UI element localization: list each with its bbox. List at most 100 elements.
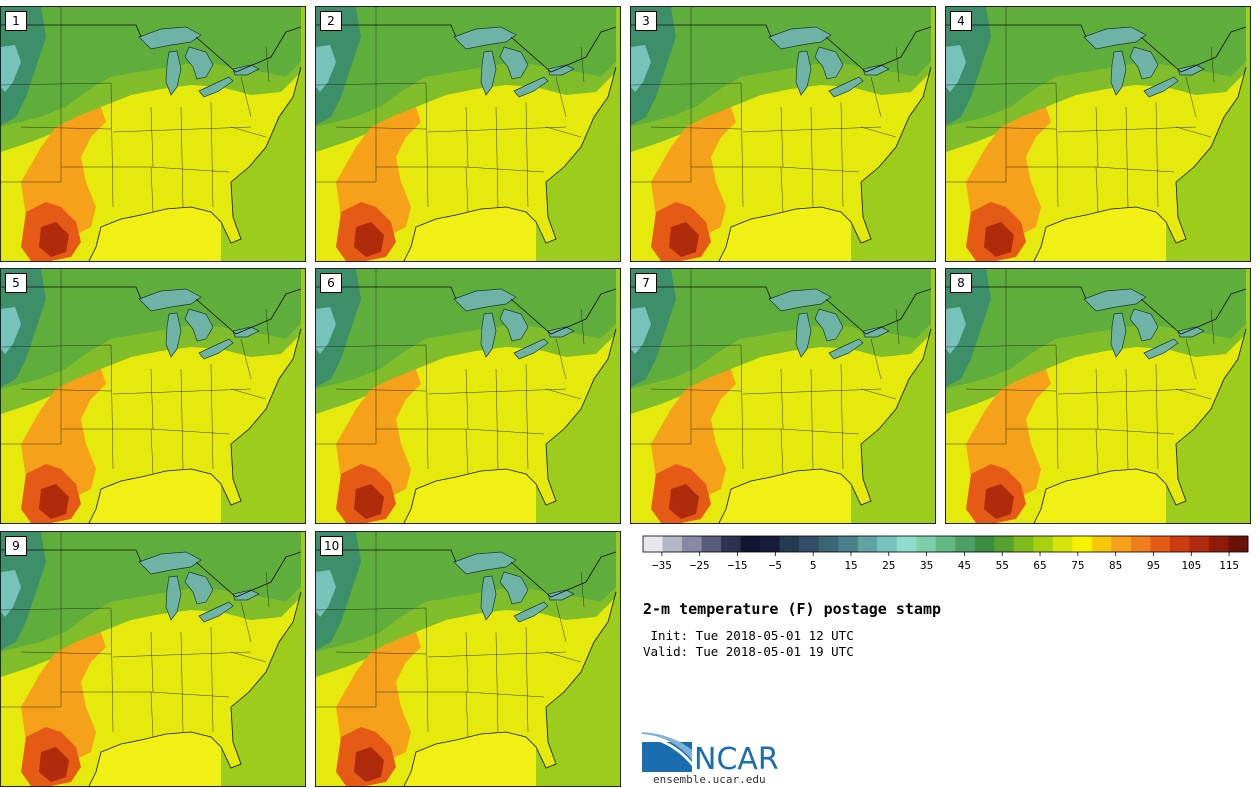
lake-erie bbox=[198, 338, 234, 360]
intl-border bbox=[316, 549, 617, 598]
coastline bbox=[718, 328, 932, 523]
colorbar-swatch bbox=[1033, 536, 1054, 552]
temperature-map bbox=[316, 7, 620, 261]
member-label: 2 bbox=[320, 11, 342, 31]
state-lines bbox=[1, 7, 270, 213]
state-lines bbox=[316, 532, 585, 738]
lake-erie bbox=[198, 76, 234, 98]
colorbar-swatch bbox=[682, 536, 702, 552]
mountain-cold-spot bbox=[1, 45, 21, 92]
colorbar-swatch bbox=[1052, 536, 1073, 552]
north-cool-zone bbox=[1, 269, 301, 389]
lake-michigan bbox=[165, 575, 182, 621]
lake-ontario bbox=[232, 64, 260, 76]
valid-time: Valid: Tue 2018-05-01 19 UTC bbox=[643, 644, 854, 659]
colorbar-swatch bbox=[1111, 536, 1132, 552]
lake-michigan bbox=[1110, 50, 1127, 96]
colorbar-tick-label: 55 bbox=[996, 559, 1009, 572]
colorbar-swatch bbox=[662, 536, 683, 552]
state-lines bbox=[631, 7, 900, 213]
ncar-logo: NCAR bbox=[642, 732, 779, 772]
texas-very-hot bbox=[39, 222, 69, 257]
lake-ontario bbox=[1177, 326, 1205, 338]
colorbar-swatch bbox=[1228, 536, 1249, 552]
temperature-map bbox=[1, 269, 305, 523]
lake-superior bbox=[453, 26, 517, 50]
mountain-cold-spot bbox=[1, 570, 21, 617]
lake-erie bbox=[513, 601, 549, 623]
init-time: Init: Tue 2018-05-01 12 UTC bbox=[643, 628, 854, 643]
intl-border bbox=[1, 24, 302, 73]
lake-huron bbox=[184, 308, 214, 342]
lake-erie bbox=[828, 76, 864, 98]
member-label: 8 bbox=[950, 273, 972, 293]
lake-superior bbox=[768, 26, 832, 50]
member-panel-4: 4 bbox=[945, 6, 1251, 262]
lake-michigan bbox=[795, 312, 812, 358]
state-lines bbox=[946, 269, 1215, 475]
temperature-map bbox=[946, 269, 1250, 523]
texas-very-hot bbox=[984, 222, 1014, 257]
colorbar-tick-label: −15 bbox=[728, 559, 748, 572]
lake-huron bbox=[1129, 46, 1159, 80]
colorbar-swatch bbox=[1169, 536, 1190, 552]
lake-ontario bbox=[232, 326, 260, 338]
colorbar-frame bbox=[642, 535, 1249, 553]
temperature-map bbox=[316, 269, 620, 523]
lake-superior bbox=[453, 551, 517, 575]
north-cool-zone bbox=[631, 269, 931, 389]
lake-erie bbox=[513, 338, 549, 360]
member-panel-6: 6 bbox=[315, 268, 621, 524]
coastline bbox=[403, 66, 617, 261]
state-lines bbox=[316, 269, 585, 475]
colorbar-tick-label: 5 bbox=[810, 559, 817, 572]
colorbar-swatch bbox=[818, 536, 839, 552]
texas-very-hot bbox=[669, 484, 699, 519]
colorbar-swatch bbox=[857, 536, 878, 552]
state-lines bbox=[316, 7, 585, 213]
colorbar-swatch bbox=[721, 536, 741, 552]
mountain-cool-zone bbox=[1, 7, 46, 125]
colorbar-swatch bbox=[1208, 536, 1229, 552]
lake-superior bbox=[1083, 288, 1147, 312]
lake-huron bbox=[499, 46, 529, 80]
colorbar-tick-label: 15 bbox=[844, 559, 857, 572]
mountain-cold-spot bbox=[631, 45, 651, 92]
colorbar-swatch bbox=[838, 536, 859, 552]
colorbar-tick-label: 35 bbox=[920, 559, 933, 572]
mountain-cold-spot bbox=[946, 45, 966, 92]
lake-ontario bbox=[547, 589, 575, 601]
colorbar-swatch bbox=[1130, 536, 1151, 552]
mountain-cool-zone bbox=[1, 269, 46, 387]
member-panel-7: 7 bbox=[630, 268, 936, 524]
colorbar-tick-label: 45 bbox=[958, 559, 971, 572]
colorbar-swatch bbox=[1189, 536, 1210, 552]
north-cool-zone bbox=[316, 269, 616, 389]
lake-huron bbox=[1129, 308, 1159, 342]
texas-very-hot bbox=[984, 484, 1014, 519]
member-label: 7 bbox=[635, 273, 657, 293]
member-label: 6 bbox=[320, 273, 342, 293]
member-label: 4 bbox=[950, 11, 972, 31]
colorbar-swatch bbox=[740, 536, 761, 552]
north-cool-zone bbox=[946, 7, 1246, 127]
lake-michigan bbox=[480, 50, 497, 96]
lake-michigan bbox=[165, 312, 182, 358]
member-label: 10 bbox=[320, 536, 344, 556]
lake-ontario bbox=[232, 589, 260, 601]
lake-superior bbox=[138, 288, 202, 312]
coastline bbox=[718, 66, 932, 261]
lake-erie bbox=[513, 76, 549, 98]
north-cool-zone bbox=[316, 532, 616, 652]
member-panel-3: 3 bbox=[630, 6, 936, 262]
coastline bbox=[403, 591, 617, 786]
texas-very-hot bbox=[354, 222, 384, 257]
lake-erie bbox=[1143, 76, 1179, 98]
lake-ontario bbox=[862, 64, 890, 76]
colorbar-swatch bbox=[994, 536, 1015, 552]
colorbar-tick-label: −35 bbox=[652, 559, 672, 572]
texas-very-hot bbox=[39, 484, 69, 519]
colorbar: −35 −25 −15 −5 5 15 25 35 45 55 65 75 85 95 105 115 bbox=[642, 535, 1249, 572]
logo-text: NCAR bbox=[694, 742, 779, 772]
mountain-cool-zone bbox=[1, 532, 46, 650]
